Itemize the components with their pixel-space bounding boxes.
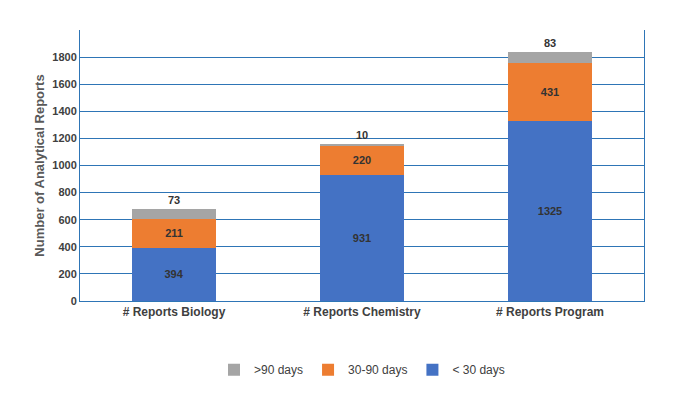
svg-text:211: 211	[165, 227, 183, 239]
svg-text:# Reports Biology: # Reports Biology	[123, 305, 226, 319]
svg-text:394: 394	[164, 268, 183, 280]
svg-text:431: 431	[541, 86, 559, 98]
svg-text:1200: 1200	[52, 132, 76, 144]
svg-text:# Reports Chemistry: # Reports Chemistry	[303, 305, 421, 319]
svg-text:0: 0	[71, 295, 77, 307]
svg-text:# Reports Program: # Reports Program	[496, 305, 604, 319]
svg-text:Number of Analytical Reports: Number of Analytical Reports	[32, 74, 47, 256]
svg-text:1600: 1600	[52, 78, 76, 90]
svg-text:400: 400	[58, 241, 76, 253]
svg-text:83: 83	[544, 37, 556, 49]
svg-text:1325: 1325	[538, 205, 562, 217]
svg-text:931: 931	[353, 232, 371, 244]
svg-text:30-90 days: 30-90 days	[348, 363, 407, 377]
svg-text:>90 days: >90 days	[254, 363, 303, 377]
svg-text:10: 10	[356, 129, 368, 141]
svg-text:73: 73	[168, 194, 180, 206]
svg-text:< 30 days: < 30 days	[452, 363, 504, 377]
svg-text:800: 800	[58, 186, 76, 198]
svg-text:220: 220	[353, 154, 371, 166]
svg-text:1800: 1800	[52, 51, 76, 63]
svg-text:600: 600	[58, 214, 76, 226]
svg-text:200: 200	[58, 268, 76, 280]
svg-text:1400: 1400	[52, 105, 76, 117]
svg-text:1000: 1000	[52, 159, 76, 171]
